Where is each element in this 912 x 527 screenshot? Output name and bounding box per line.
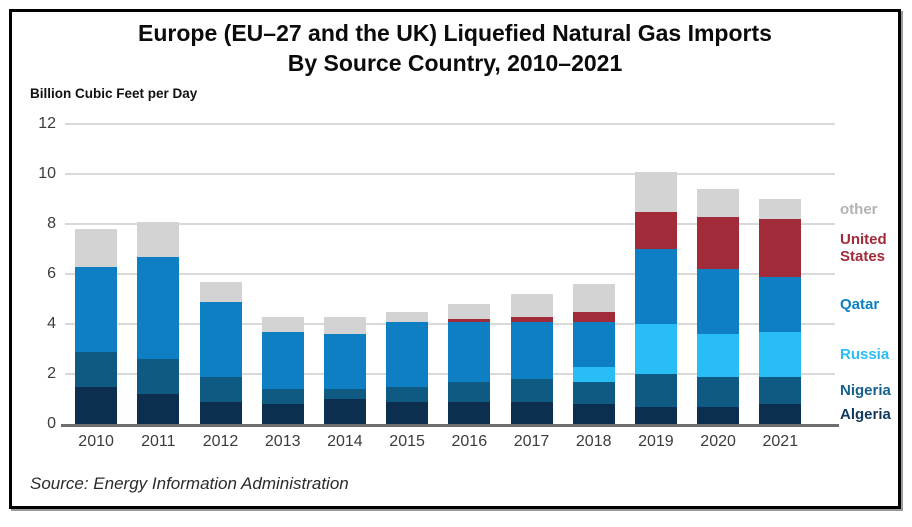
bar-segment-nigeria: [386, 386, 429, 402]
bar-segment-qatar: [261, 331, 304, 389]
bar-segment-other: [510, 294, 553, 317]
bar-segment-algeria: [199, 401, 242, 424]
bar-segment-other: [759, 199, 802, 219]
bar-segment-nigeria: [448, 381, 491, 402]
bar-segment-qatar: [510, 321, 553, 379]
bar-segment-algeria: [261, 404, 304, 424]
bar-segment-nigeria: [261, 389, 304, 404]
bar-segment-algeria: [137, 394, 180, 424]
x-tick-label: 2016: [451, 433, 488, 450]
x-tick-label: 2011: [141, 433, 176, 450]
legend-label-united-states: United States: [840, 230, 887, 265]
y-tick-label: 0: [47, 415, 56, 432]
y-tick-label: 8: [47, 215, 56, 232]
bar-segment-qatar: [199, 301, 242, 377]
chart-title-line1: Europe (EU–27 and the UK) Liquefied Natu…: [138, 20, 772, 46]
legend-label-algeria: Algeria: [840, 405, 891, 423]
bar-segment-other: [634, 171, 677, 212]
bar-segment-united-states: [697, 216, 740, 269]
legend-label-other: other: [840, 200, 878, 218]
bar-segment-russia: [572, 366, 615, 382]
bar-segment-algeria: [386, 401, 429, 424]
x-tick-label: 2012: [202, 433, 239, 450]
x-tick-label: 2020: [700, 433, 736, 450]
bar-segment-algeria: [448, 401, 491, 424]
x-tick-label: 2017: [513, 433, 550, 450]
x-tick-label: 2018: [575, 433, 612, 450]
y-tick-label: 6: [47, 265, 56, 282]
legend-label-nigeria: Nigeria: [840, 381, 891, 399]
bar-segment-nigeria: [75, 351, 118, 387]
bar-segment-other: [323, 316, 366, 334]
bar-segment-other: [137, 221, 180, 257]
x-tick-label: 2014: [327, 433, 363, 450]
bar-segment-algeria: [697, 406, 740, 424]
bar-segment-united-states: [448, 319, 491, 322]
bar-segment-qatar: [448, 321, 491, 382]
bar-segment-nigeria: [323, 389, 366, 399]
chart-title: Europe (EU–27 and the UK) Liquefied Natu…: [12, 18, 898, 78]
legend-label-qatar: Qatar: [840, 295, 880, 313]
bar-segment-algeria: [510, 401, 553, 424]
x-tick-label: 2010: [78, 433, 114, 450]
bar-segment-qatar: [759, 276, 802, 332]
bar-segment-algeria: [572, 404, 615, 424]
gridline: [65, 123, 835, 125]
x-tick-label: 2015: [389, 433, 425, 450]
bar-segment-other: [75, 229, 118, 267]
bar-segment-other: [697, 189, 740, 217]
bar-segment-algeria: [75, 386, 118, 424]
gridline: [65, 273, 835, 275]
bar-segment-algeria: [323, 399, 366, 424]
bar-segment-qatar: [572, 321, 615, 367]
bar-segment-other: [261, 316, 304, 332]
bar-segment-qatar: [75, 266, 118, 352]
bar-segment-united-states: [759, 219, 802, 277]
y-axis-unit-label: Billion Cubic Feet per Day: [30, 86, 198, 101]
y-tick-label: 10: [38, 165, 56, 182]
x-tick-label: 2013: [264, 433, 301, 450]
bar-segment-nigeria: [634, 374, 677, 407]
bar-segment-nigeria: [759, 376, 802, 404]
bar-segment-russia: [759, 331, 802, 377]
bar-segment-qatar: [137, 256, 180, 359]
bar-segment-nigeria: [199, 376, 242, 402]
bar-segment-nigeria: [137, 359, 180, 394]
bar-segment-nigeria: [697, 376, 740, 407]
bar-segment-other: [448, 304, 491, 319]
y-tick-label: 4: [47, 315, 56, 332]
bar-segment-algeria: [759, 404, 802, 424]
bar-segment-qatar: [697, 269, 740, 334]
bar-segment-nigeria: [510, 379, 553, 402]
bar-segment-russia: [634, 324, 677, 374]
bar-segment-united-states: [572, 311, 615, 322]
source-note: Source: Energy Information Administratio…: [30, 474, 349, 493]
plot-area: 0 2 4 6 8 10 12 2010 2011 2012 2013 2014 2015 2016 201…: [12, 12, 898, 506]
x-axis-line: [61, 424, 839, 427]
bar-segment-other: [386, 311, 429, 322]
chart-title-line2: By Source Country, 2010–2021: [287, 50, 623, 76]
gridline: [65, 173, 835, 175]
legend-label-russia: Russia: [840, 345, 890, 363]
bar-segment-algeria: [634, 406, 677, 424]
bar-segment-qatar: [386, 321, 429, 387]
y-tick-label: 12: [38, 115, 56, 132]
bar-segment-united-states: [510, 316, 553, 322]
bar-segment-qatar: [323, 334, 366, 389]
bar-segment-nigeria: [572, 381, 615, 404]
bar-segment-qatar: [634, 249, 677, 324]
bar-segment-other: [572, 284, 615, 312]
gridline: [65, 223, 835, 225]
bar-segment-russia: [697, 334, 740, 377]
y-tick-label: 2: [47, 365, 56, 382]
x-tick-label: 2019: [638, 433, 674, 450]
bar-segment-united-states: [634, 211, 677, 249]
chart-frame: Europe (EU–27 and the UK) Liquefied Natu…: [9, 9, 901, 509]
bar-segment-other: [199, 281, 242, 302]
x-tick-label: 2021: [762, 433, 799, 450]
